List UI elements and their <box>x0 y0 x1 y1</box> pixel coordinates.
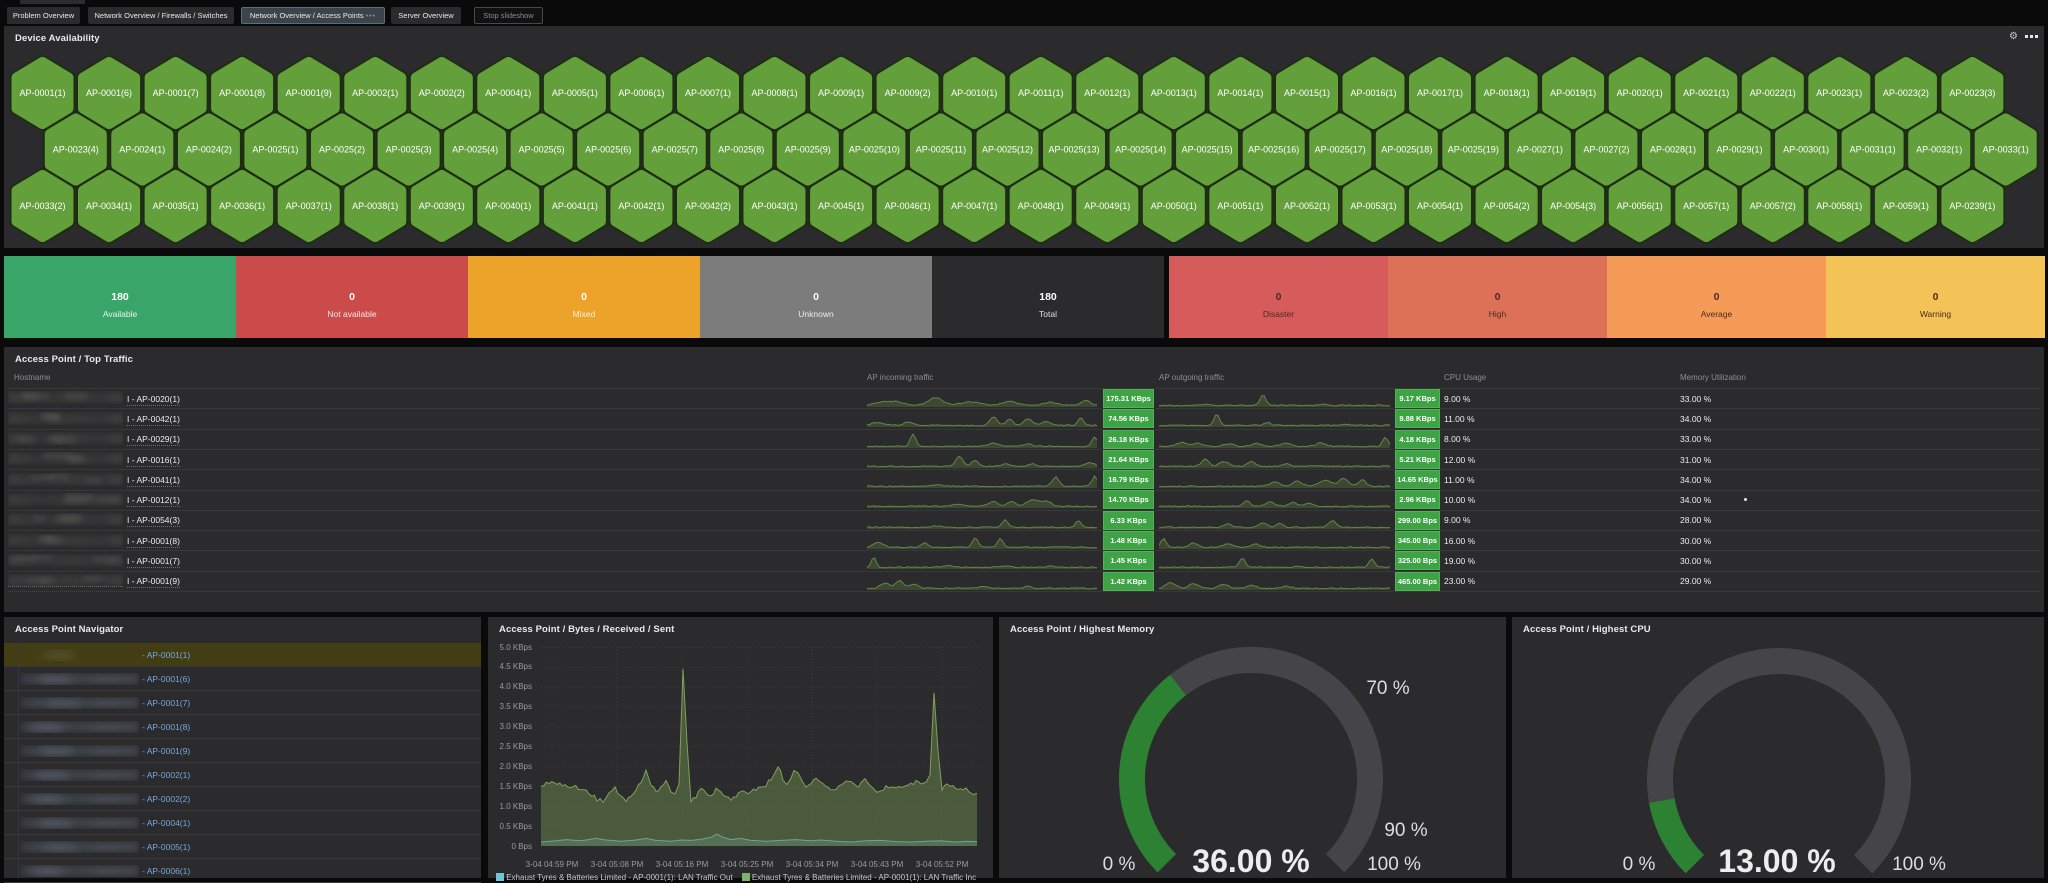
svg-text:AP-0054(2): AP-0054(2) <box>1484 201 1530 211</box>
svg-text:AP-0004(1): AP-0004(1) <box>485 88 531 98</box>
svg-text:AP-0054(1): AP-0054(1) <box>1417 201 1463 211</box>
svg-text:AP-0005(1): AP-0005(1) <box>552 88 598 98</box>
svg-text:AP-0027(1): AP-0027(1) <box>1517 145 1563 155</box>
svg-text:AP-0049(1): AP-0049(1) <box>1084 201 1130 211</box>
svg-text:AP-0006(1): AP-0006(1) <box>618 88 664 98</box>
svg-text:AP-0024(2): AP-0024(2) <box>186 145 232 155</box>
svg-text:AP-0239(1): AP-0239(1) <box>1949 201 1995 211</box>
svg-text:AP-0012(1): AP-0012(1) <box>1084 88 1130 98</box>
svg-text:AP-0025(10): AP-0025(10) <box>849 145 900 155</box>
svg-text:AP-0047(1): AP-0047(1) <box>951 201 997 211</box>
svg-text:AP-0025(17): AP-0025(17) <box>1315 145 1366 155</box>
svg-text:AP-0022(1): AP-0022(1) <box>1750 88 1796 98</box>
svg-text:AP-0011(1): AP-0011(1) <box>1018 88 1063 98</box>
svg-text:AP-0036(1): AP-0036(1) <box>219 201 265 211</box>
svg-text:AP-0052(1): AP-0052(1) <box>1284 201 1330 211</box>
svg-text:AP-0054(3): AP-0054(3) <box>1550 201 1596 211</box>
svg-text:AP-0025(19): AP-0025(19) <box>1448 145 1499 155</box>
svg-text:AP-0025(8): AP-0025(8) <box>718 145 764 155</box>
svg-text:AP-0053(1): AP-0053(1) <box>1350 201 1396 211</box>
svg-text:AP-0025(11): AP-0025(11) <box>916 145 966 155</box>
svg-text:AP-0025(6): AP-0025(6) <box>585 145 631 155</box>
svg-text:AP-0057(1): AP-0057(1) <box>1683 201 1729 211</box>
svg-text:AP-0051(1): AP-0051(1) <box>1217 201 1263 211</box>
svg-text:AP-0018(1): AP-0018(1) <box>1484 88 1530 98</box>
svg-text:AP-0037(1): AP-0037(1) <box>286 201 332 211</box>
svg-text:AP-0002(1): AP-0002(1) <box>352 88 398 98</box>
svg-text:AP-0034(1): AP-0034(1) <box>86 201 132 211</box>
svg-text:AP-0038(1): AP-0038(1) <box>352 201 398 211</box>
svg-text:AP-0058(1): AP-0058(1) <box>1816 201 1862 211</box>
svg-text:AP-0048(1): AP-0048(1) <box>1018 201 1064 211</box>
svg-text:AP-0008(1): AP-0008(1) <box>751 88 797 98</box>
svg-text:AP-0042(1): AP-0042(1) <box>618 201 664 211</box>
svg-text:AP-0041(1): AP-0041(1) <box>552 201 598 211</box>
svg-text:AP-0042(2): AP-0042(2) <box>685 201 731 211</box>
svg-text:AP-0025(2): AP-0025(2) <box>319 145 365 155</box>
svg-text:AP-0001(8): AP-0001(8) <box>219 88 265 98</box>
svg-text:AP-0033(1): AP-0033(1) <box>1983 145 2029 155</box>
svg-text:AP-0001(1): AP-0001(1) <box>19 88 65 98</box>
svg-text:AP-0023(1): AP-0023(1) <box>1816 88 1862 98</box>
svg-text:AP-0001(6): AP-0001(6) <box>86 88 132 98</box>
svg-text:AP-0023(4): AP-0023(4) <box>53 145 99 155</box>
svg-text:AP-0046(1): AP-0046(1) <box>885 201 931 211</box>
svg-text:AP-0025(9): AP-0025(9) <box>785 145 831 155</box>
svg-text:AP-0025(18): AP-0025(18) <box>1381 145 1432 155</box>
svg-text:AP-0020(1): AP-0020(1) <box>1617 88 1663 98</box>
svg-text:AP-0031(1): AP-0031(1) <box>1850 145 1896 155</box>
svg-text:AP-0024(1): AP-0024(1) <box>119 145 165 155</box>
svg-text:AP-0021(1): AP-0021(1) <box>1683 88 1729 98</box>
svg-text:AP-0025(3): AP-0025(3) <box>386 145 432 155</box>
svg-text:AP-0025(16): AP-0025(16) <box>1248 145 1299 155</box>
svg-text:AP-0025(4): AP-0025(4) <box>452 145 498 155</box>
svg-text:AP-0001(9): AP-0001(9) <box>286 88 332 98</box>
svg-text:AP-0035(1): AP-0035(1) <box>153 201 199 211</box>
svg-text:AP-0025(13): AP-0025(13) <box>1048 145 1099 155</box>
svg-text:AP-0015(1): AP-0015(1) <box>1284 88 1330 98</box>
svg-text:AP-0016(1): AP-0016(1) <box>1350 88 1396 98</box>
svg-text:AP-0009(2): AP-0009(2) <box>885 88 931 98</box>
svg-text:AP-0013(1): AP-0013(1) <box>1151 88 1197 98</box>
svg-text:AP-0010(1): AP-0010(1) <box>951 88 997 98</box>
svg-text:AP-0025(1): AP-0025(1) <box>252 145 298 155</box>
svg-text:AP-0029(1): AP-0029(1) <box>1716 145 1762 155</box>
svg-text:AP-0057(2): AP-0057(2) <box>1750 201 1796 211</box>
svg-text:AP-0056(1): AP-0056(1) <box>1617 201 1663 211</box>
svg-text:AP-0014(1): AP-0014(1) <box>1217 88 1263 98</box>
svg-text:AP-0059(1): AP-0059(1) <box>1883 201 1929 211</box>
svg-text:AP-0023(3): AP-0023(3) <box>1949 88 1995 98</box>
svg-text:AP-0019(1): AP-0019(1) <box>1550 88 1596 98</box>
svg-text:AP-0028(1): AP-0028(1) <box>1650 145 1696 155</box>
svg-text:AP-0025(12): AP-0025(12) <box>982 145 1033 155</box>
svg-text:AP-0050(1): AP-0050(1) <box>1151 201 1197 211</box>
svg-text:AP-0023(2): AP-0023(2) <box>1883 88 1929 98</box>
svg-text:AP-0030(1): AP-0030(1) <box>1783 145 1829 155</box>
svg-text:AP-0045(1): AP-0045(1) <box>818 201 864 211</box>
svg-text:AP-0002(2): AP-0002(2) <box>419 88 465 98</box>
svg-text:AP-0007(1): AP-0007(1) <box>685 88 731 98</box>
svg-text:AP-0040(1): AP-0040(1) <box>485 201 531 211</box>
svg-text:AP-0043(1): AP-0043(1) <box>751 201 797 211</box>
svg-text:AP-0009(1): AP-0009(1) <box>818 88 864 98</box>
svg-text:AP-0039(1): AP-0039(1) <box>419 201 465 211</box>
svg-text:AP-0032(1): AP-0032(1) <box>1916 145 1962 155</box>
svg-text:AP-0025(7): AP-0025(7) <box>652 145 698 155</box>
svg-text:AP-0017(1): AP-0017(1) <box>1417 88 1463 98</box>
svg-text:AP-0033(2): AP-0033(2) <box>19 201 65 211</box>
svg-text:AP-0025(14): AP-0025(14) <box>1115 145 1166 155</box>
svg-text:AP-0001(7): AP-0001(7) <box>153 88 199 98</box>
svg-text:AP-0025(15): AP-0025(15) <box>1182 145 1233 155</box>
svg-text:AP-0027(2): AP-0027(2) <box>1583 145 1629 155</box>
svg-text:AP-0025(5): AP-0025(5) <box>519 145 565 155</box>
